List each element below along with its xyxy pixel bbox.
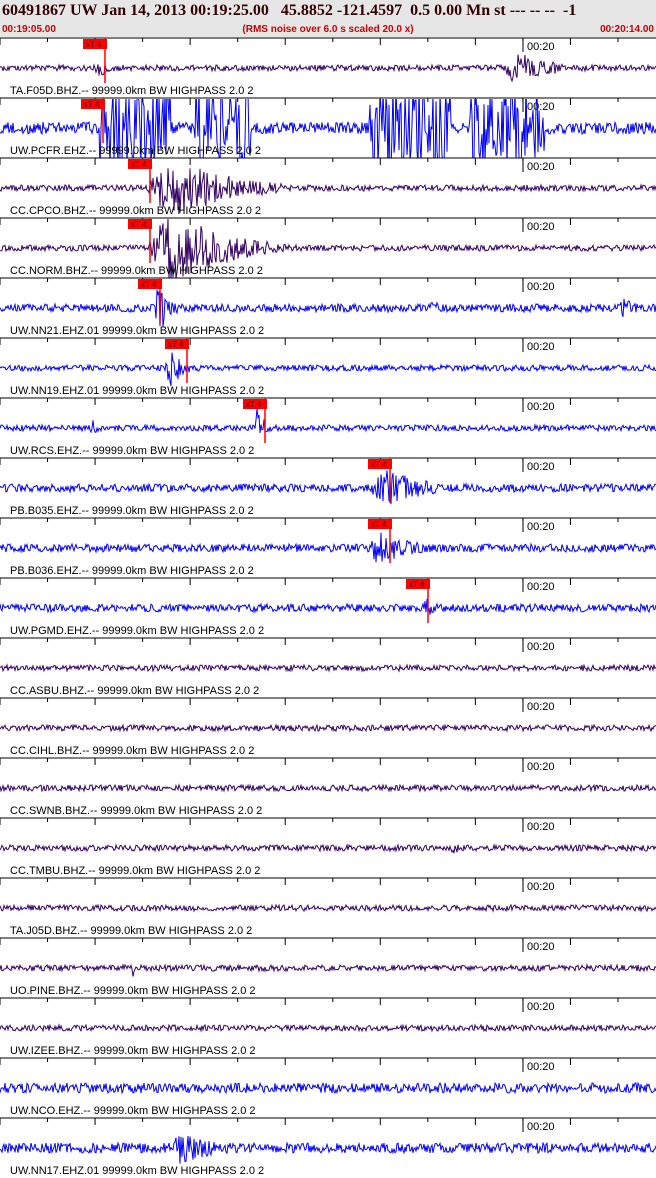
pick-box xyxy=(128,219,152,229)
trace-label: CC.TMBU.BHZ.-- 99999.0km BW HIGHPASS 2.0… xyxy=(10,865,260,877)
waveform xyxy=(0,963,656,977)
waveform xyxy=(0,843,656,854)
waveform xyxy=(0,408,656,434)
pick-label: xT 4 xyxy=(409,580,425,589)
minute-label: 00:20 xyxy=(527,641,555,653)
waveform xyxy=(0,168,656,213)
waveform xyxy=(0,903,656,913)
trace-label: UW.NN19.EHZ.01 99999.0km BW HIGHPASS 2.0… xyxy=(10,385,264,397)
traces: 00:20 TA.F05D.BHZ.-- 99999.0km BW HIGHPAS… xyxy=(0,37,656,1177)
pick-box xyxy=(368,459,392,469)
trace-label: UW.NN17.EHZ.01 99999.0km BW HIGHPASS 2.0… xyxy=(10,1165,264,1177)
pick-label: xT 4 xyxy=(246,400,262,409)
header-background xyxy=(0,0,656,37)
waveform xyxy=(0,470,656,505)
pick-label: xT 4 xyxy=(131,160,147,169)
trace-label: UW.IZEE.BHZ.-- 99999.0km BW HIGHPASS 2.0… xyxy=(10,1045,256,1057)
trace-label: CC.CPCO.BHZ.-- 99999.0km BW HIGHPASS 2.0… xyxy=(10,205,261,217)
pick-label: xT 4 xyxy=(86,40,102,49)
minute-label: 00:20 xyxy=(527,41,555,53)
pick-box xyxy=(83,39,107,49)
trace-label: CC.SWNB.BHZ.-- 99999.0km BW HIGHPASS 2.0… xyxy=(10,805,262,817)
trace-label: UW.PGMD.EHZ.-- 99999.0km BW HIGHPASS 2.0… xyxy=(10,625,264,637)
pick-box xyxy=(138,279,162,289)
pick-label: xT 4 xyxy=(84,100,100,109)
header-title: 60491867 UW Jan 14, 2013 00:19:25.00 45.… xyxy=(2,2,576,19)
minute-label: 00:20 xyxy=(527,1061,555,1073)
waveform xyxy=(0,1081,656,1095)
pick-box xyxy=(81,99,105,109)
pick-label: xT 4 xyxy=(371,460,387,469)
minute-label: 00:20 xyxy=(527,941,555,953)
waveform xyxy=(0,783,656,793)
pick-label: xT 4 xyxy=(371,520,387,529)
trace-label: PB.B036.EHZ.-- 99999.0km BW HIGHPASS 2.0… xyxy=(10,565,254,577)
end-time: 00:20:14.00 xyxy=(600,24,654,35)
minute-label: 00:20 xyxy=(527,401,555,413)
waveform xyxy=(0,663,656,673)
pick-box xyxy=(165,339,189,349)
minute-label: 00:20 xyxy=(527,701,555,713)
minute-label: 00:20 xyxy=(527,221,555,233)
waveform xyxy=(0,352,656,387)
pick-box xyxy=(243,399,267,409)
minute-label: 00:20 xyxy=(527,461,555,473)
header-note: (RMS noise over 6.0 s scaled 20.0 x) xyxy=(242,24,413,35)
waveform xyxy=(0,289,656,327)
trace-label: UW.PCFR.EHZ.-- 99999.0km BW HIGHPASS 2.0… xyxy=(10,145,261,157)
trace-label: UW.NCO.EHZ.-- 99999.0km BW HIGHPASS 2.0 … xyxy=(10,1105,256,1117)
pick-box xyxy=(406,579,430,589)
waveform xyxy=(0,723,656,733)
minute-label: 00:20 xyxy=(527,821,555,833)
minute-label: 00:20 xyxy=(527,761,555,773)
pick-label: xT 4 xyxy=(168,340,184,349)
minute-label: 00:20 xyxy=(527,281,555,293)
minute-label: 00:20 xyxy=(527,581,555,593)
minute-label: 00:20 xyxy=(527,161,555,173)
trace-label: TA.J05D.BHZ.-- 99999.0km BW HIGHPASS 2.0… xyxy=(10,925,252,937)
waveform xyxy=(0,598,656,615)
pick-label: xT 4 xyxy=(141,280,157,289)
minute-label: 00:20 xyxy=(527,881,555,893)
waveform xyxy=(0,1023,656,1033)
minute-label: 00:20 xyxy=(527,1001,555,1013)
waveform xyxy=(0,532,656,563)
minute-label: 00:20 xyxy=(527,1121,555,1133)
trace-label: CC.CIHL.BHZ.-- 99999.0km BW HIGHPASS 2.0… xyxy=(10,745,254,757)
minute-label: 00:20 xyxy=(527,341,555,353)
trace-label: UW.NN21.EHZ.01 99999.0km BW HIGHPASS 2.0… xyxy=(10,325,264,337)
minute-label: 00:20 xyxy=(527,101,555,113)
waveform xyxy=(0,99,656,158)
trace-label: CC.NORM.BHZ.-- 99999.0km BW HIGHPASS 2.0… xyxy=(10,265,263,277)
pick-box xyxy=(368,519,392,529)
waveform xyxy=(0,54,656,83)
trace-label: CC.ASBU.BHZ.-- 99999.0km BW HIGHPASS 2.0… xyxy=(10,685,259,697)
minute-label: 00:20 xyxy=(527,521,555,533)
trace-label: PB.B035.EHZ.-- 99999.0km BW HIGHPASS 2.0… xyxy=(10,505,254,517)
pick-box xyxy=(128,159,152,169)
start-time: 00:19:05.00 xyxy=(2,24,56,35)
trace-label: UW.RCS.EHZ.-- 99999.0km BW HIGHPASS 2.0 … xyxy=(10,445,254,457)
trace-label: UO.PINE.BHZ.-- 99999.0km BW HIGHPASS 2.0… xyxy=(10,985,256,997)
waveform xyxy=(0,219,656,278)
trace-label: TA.F05D.BHZ.-- 99999.0km BW HIGHPASS 2.0… xyxy=(10,85,254,97)
waveform xyxy=(0,1135,656,1164)
pick-label: xT 4 xyxy=(131,220,147,229)
